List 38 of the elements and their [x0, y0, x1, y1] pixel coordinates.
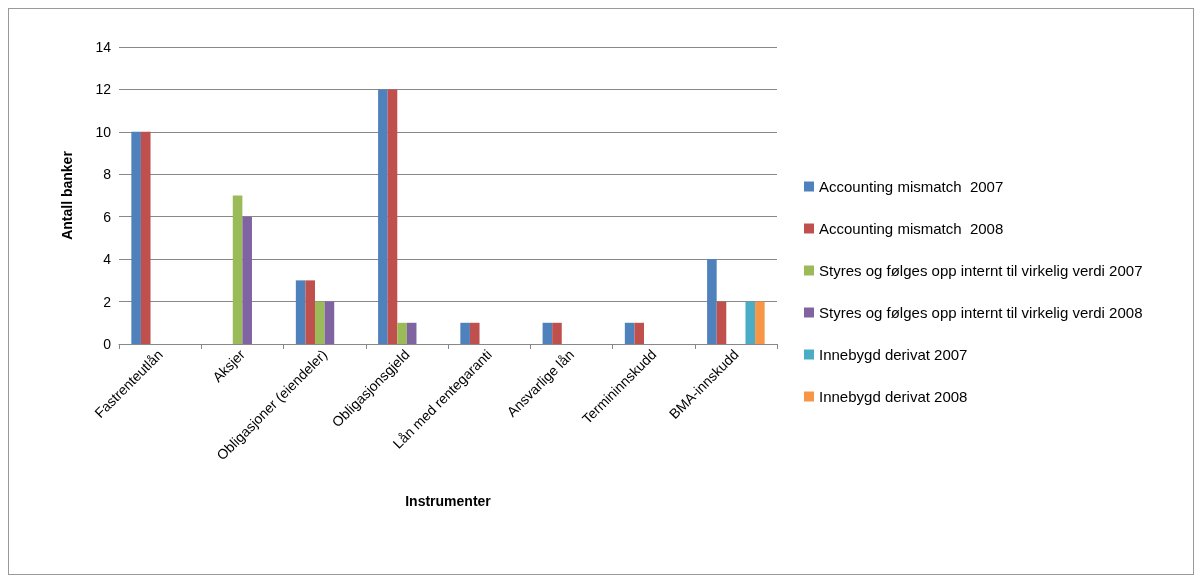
y-tick-label: 2 [103, 293, 112, 310]
bar [755, 301, 765, 344]
bar [624, 322, 635, 344]
legend-label: Innebygd derivat 2008 [819, 388, 968, 405]
bar [387, 89, 398, 344]
bar [232, 195, 243, 344]
legend-label: Styres og følges opp internt til virkelig verdi 2007 [819, 262, 1143, 279]
y-axis-title: Antall banker [59, 150, 75, 240]
y-tick-label: 6 [103, 208, 112, 225]
bar [131, 131, 141, 344]
y-tick-label: 8 [103, 166, 112, 183]
bar [707, 259, 717, 344]
bar [305, 280, 316, 344]
bar [140, 131, 151, 344]
legend-label: Accounting mismatch 2007 [819, 178, 1004, 195]
bar [745, 301, 756, 344]
y-tick-label: 14 [95, 39, 112, 55]
bar [324, 301, 335, 344]
bar [469, 322, 480, 344]
bar [397, 322, 407, 344]
legend-label: Accounting mismatch 2008 [819, 220, 1004, 237]
y-tick-label: 4 [103, 251, 112, 268]
bar [460, 322, 470, 344]
bar [378, 89, 388, 344]
bar [295, 280, 306, 344]
y-tick-label: 10 [95, 123, 112, 140]
x-axis-title: Instrumenter [405, 493, 492, 509]
bar [552, 322, 562, 344]
bar [634, 322, 645, 344]
legend-label: Innebygd derivat 2007 [819, 346, 968, 363]
y-tick-label: 0 [103, 336, 112, 352]
bar [542, 322, 553, 344]
y-tick-label: 12 [95, 81, 112, 98]
bar [242, 216, 252, 344]
bar [315, 301, 325, 344]
legend-label: Styres og følges opp internt til virkelig verdi 2008 [819, 304, 1143, 321]
bar [406, 322, 417, 344]
bar [716, 301, 727, 344]
